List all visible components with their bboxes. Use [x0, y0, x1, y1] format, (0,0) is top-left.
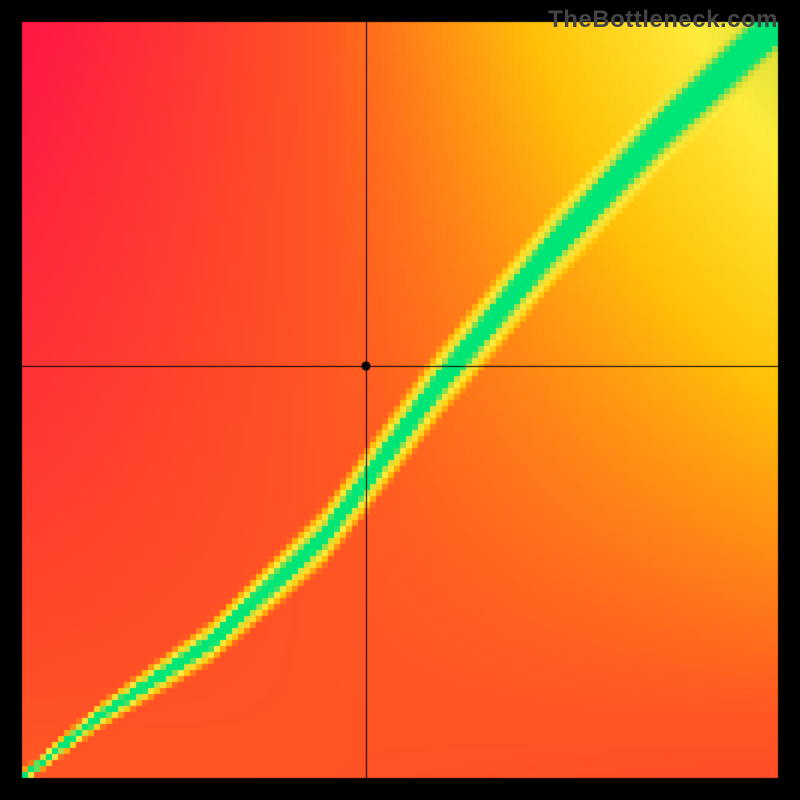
chart-container: TheBottleneck.com: [0, 0, 800, 800]
bottleneck-heatmap: [0, 0, 800, 800]
watermark-text: TheBottleneck.com: [548, 6, 778, 34]
